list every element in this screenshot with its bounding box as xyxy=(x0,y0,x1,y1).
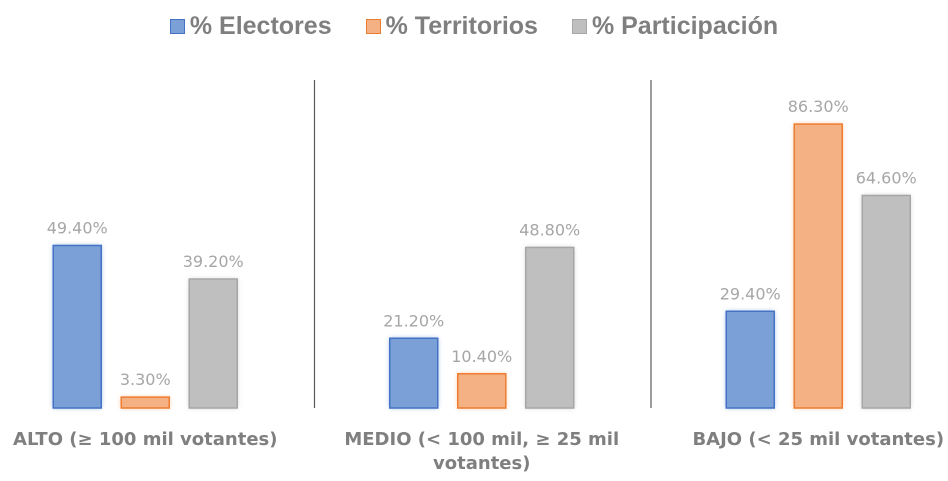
x-tick-label: BAJO (< 25 mil votantes) xyxy=(692,429,945,450)
legend-label: % Participación xyxy=(591,12,779,40)
bar xyxy=(389,337,439,409)
bar xyxy=(457,373,507,409)
legend-swatch xyxy=(571,19,587,34)
bar xyxy=(52,244,102,409)
bar xyxy=(188,278,238,409)
x-tick-label: ALTO (≥ 100 mil votantes) xyxy=(13,429,278,450)
legend-item: % Participación xyxy=(571,12,779,41)
bar xyxy=(861,194,911,409)
bar xyxy=(120,396,170,409)
legend-item: % Territorios xyxy=(365,12,538,41)
legend-item: % Electores xyxy=(169,12,332,41)
legend-swatch xyxy=(169,19,185,34)
legend: % Electores % Territorios % Participación xyxy=(0,12,948,41)
data-label: 29.40% xyxy=(720,284,781,303)
data-label: 64.60% xyxy=(856,168,917,187)
bar xyxy=(525,246,575,409)
legend-label: % Electores xyxy=(189,12,332,40)
data-label: 86.30% xyxy=(788,97,849,116)
data-label: 21.20% xyxy=(383,311,444,330)
x-tick-label: MEDIO (< 100 mil, ≥ 25 mil votantes) xyxy=(344,429,620,474)
data-label: 49.40% xyxy=(47,218,108,237)
legend-swatch xyxy=(365,19,381,34)
data-label: 3.30% xyxy=(120,370,171,389)
bar xyxy=(793,123,843,409)
data-label: 39.20% xyxy=(183,252,244,271)
data-label: 10.40% xyxy=(451,347,512,366)
legend-label: % Territorios xyxy=(385,12,538,40)
bar xyxy=(725,310,775,409)
data-label: 48.80% xyxy=(519,220,580,239)
